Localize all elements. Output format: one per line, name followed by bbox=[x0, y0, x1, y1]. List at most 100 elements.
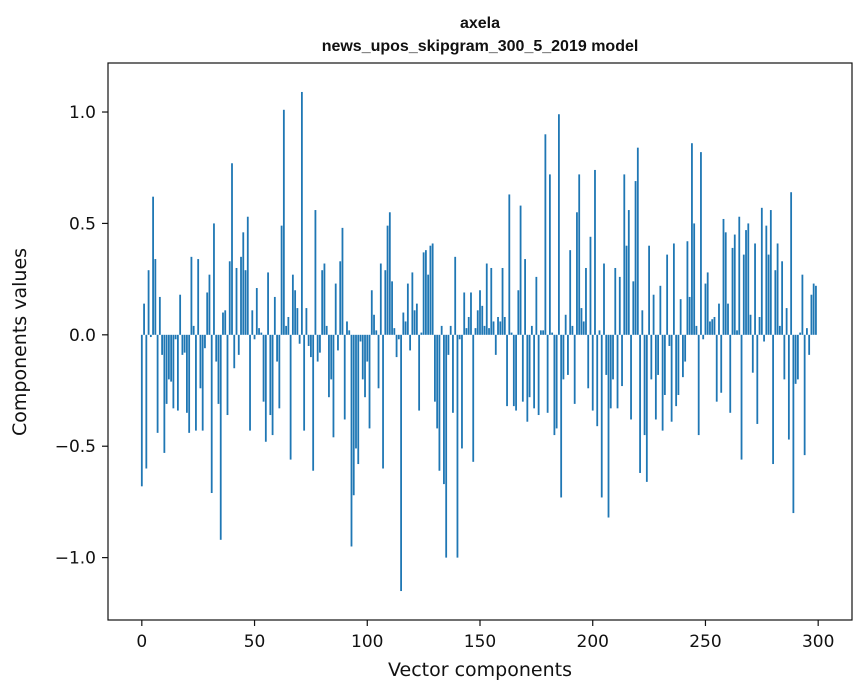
bar bbox=[722, 218, 725, 335]
bar bbox=[573, 334, 576, 404]
bar bbox=[733, 234, 736, 335]
bar bbox=[711, 319, 714, 335]
bar bbox=[801, 274, 804, 335]
bar bbox=[341, 227, 344, 335]
bar bbox=[724, 232, 727, 335]
bar bbox=[558, 114, 560, 335]
bar bbox=[337, 334, 339, 351]
bar bbox=[161, 334, 164, 355]
bar bbox=[267, 272, 269, 335]
bar bbox=[508, 194, 511, 335]
bar bbox=[149, 334, 152, 338]
bar bbox=[605, 334, 608, 375]
bar bbox=[377, 334, 380, 389]
bar bbox=[650, 334, 653, 380]
bar bbox=[452, 334, 454, 413]
bar bbox=[420, 332, 423, 335]
bar bbox=[783, 334, 786, 380]
bar bbox=[641, 310, 644, 335]
bar bbox=[348, 330, 351, 335]
bar bbox=[373, 314, 375, 335]
bar bbox=[251, 310, 254, 335]
bar bbox=[808, 334, 811, 355]
bar bbox=[537, 334, 540, 416]
bar bbox=[560, 334, 563, 498]
bar bbox=[751, 334, 754, 373]
bar bbox=[745, 230, 747, 335]
bars-layer bbox=[140, 91, 817, 592]
bar bbox=[249, 334, 251, 431]
bar bbox=[224, 310, 227, 335]
chart-subtitle: news_upos_skipgram_300_5_2019 model bbox=[322, 38, 639, 55]
bar bbox=[328, 334, 330, 398]
bar bbox=[812, 283, 815, 335]
bar bbox=[219, 334, 222, 540]
bar bbox=[727, 303, 729, 335]
bar bbox=[154, 259, 157, 335]
bar bbox=[217, 334, 220, 404]
bar bbox=[458, 334, 461, 340]
bar bbox=[400, 334, 402, 592]
bar bbox=[472, 334, 475, 462]
bar bbox=[596, 334, 599, 427]
bar bbox=[488, 328, 490, 335]
bar bbox=[226, 334, 229, 416]
bar bbox=[375, 330, 378, 335]
bar bbox=[260, 332, 263, 335]
bar bbox=[355, 334, 357, 449]
bar bbox=[682, 334, 684, 378]
bar bbox=[330, 334, 333, 380]
bar bbox=[438, 334, 441, 471]
bar bbox=[645, 334, 648, 482]
bar bbox=[578, 174, 581, 335]
bar bbox=[510, 332, 513, 335]
bar bbox=[422, 252, 425, 335]
bar bbox=[436, 334, 439, 429]
bar bbox=[600, 334, 603, 498]
bar bbox=[418, 334, 421, 411]
bar bbox=[691, 143, 693, 335]
bar bbox=[368, 334, 371, 429]
bar bbox=[533, 334, 536, 409]
bar bbox=[790, 192, 793, 335]
bar bbox=[312, 334, 315, 471]
bar bbox=[643, 334, 646, 436]
bar bbox=[740, 334, 743, 460]
bar bbox=[300, 91, 303, 335]
bar bbox=[654, 334, 657, 420]
bar bbox=[609, 334, 612, 409]
bar bbox=[190, 256, 193, 335]
bar bbox=[246, 216, 249, 335]
bar bbox=[594, 169, 596, 335]
bar bbox=[165, 334, 168, 404]
bar bbox=[440, 325, 443, 335]
bar bbox=[747, 223, 750, 335]
bar bbox=[454, 256, 457, 335]
bar bbox=[222, 312, 224, 335]
bar bbox=[204, 334, 206, 349]
bar bbox=[715, 334, 718, 402]
bar bbox=[325, 325, 328, 335]
bar bbox=[470, 292, 472, 335]
bar bbox=[494, 334, 497, 355]
bar bbox=[785, 308, 788, 335]
bar bbox=[188, 334, 191, 433]
bar bbox=[237, 334, 240, 355]
bar bbox=[402, 312, 405, 335]
bar bbox=[731, 247, 734, 335]
bar bbox=[648, 245, 650, 335]
bar bbox=[544, 134, 547, 335]
bar bbox=[199, 334, 202, 389]
bar bbox=[632, 281, 635, 335]
bar bbox=[285, 325, 288, 335]
bar bbox=[792, 334, 795, 514]
bar bbox=[697, 334, 700, 436]
bar bbox=[463, 292, 466, 335]
bar bbox=[332, 334, 335, 438]
bar bbox=[429, 245, 432, 335]
bar bbox=[174, 334, 177, 340]
bar bbox=[499, 321, 502, 335]
bar bbox=[427, 274, 430, 335]
